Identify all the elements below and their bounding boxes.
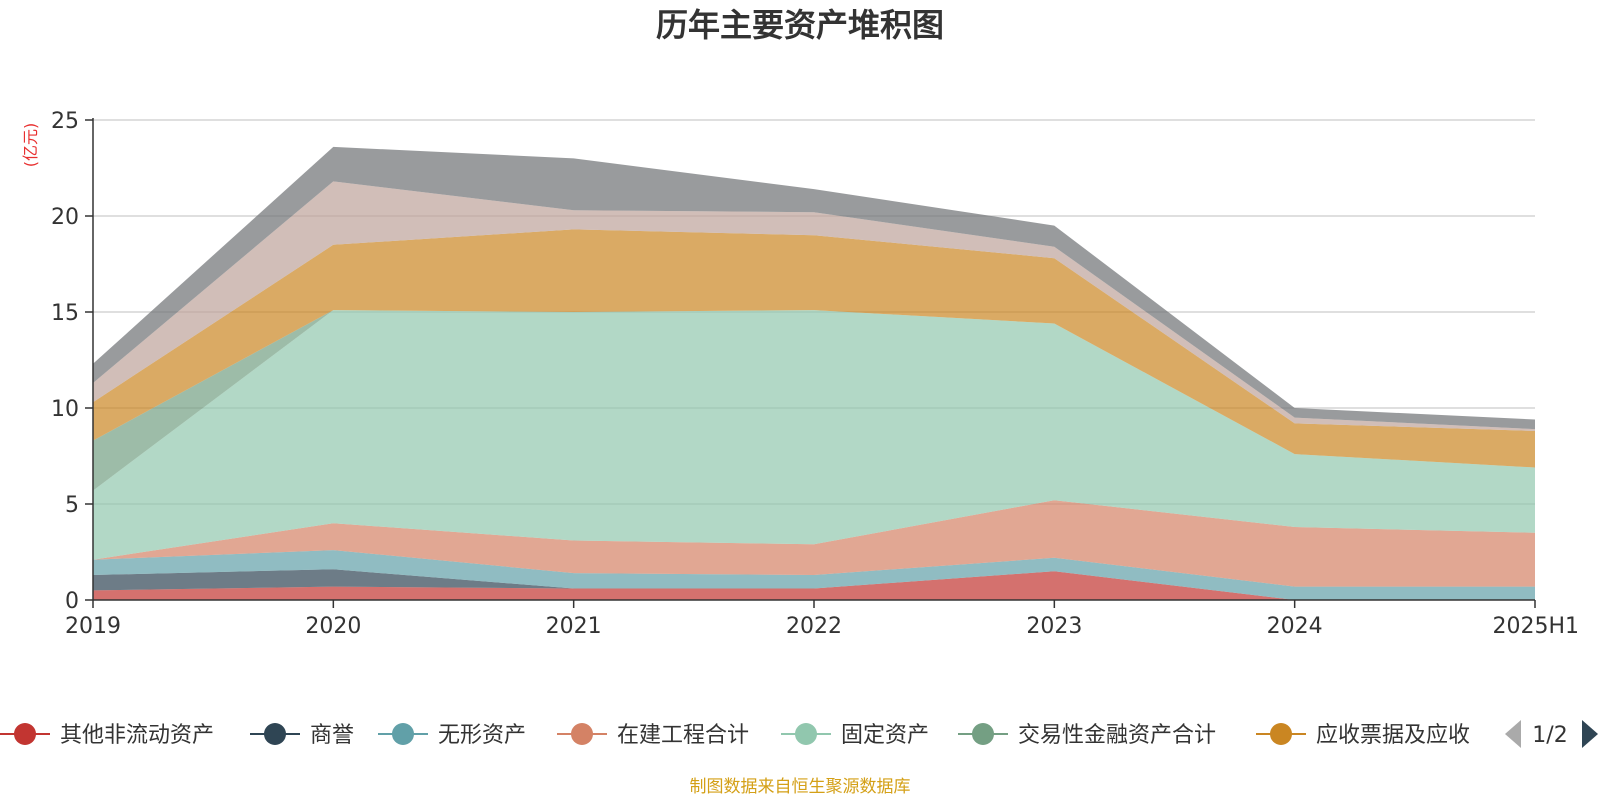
legend-label: 在建工程合计 [617, 723, 749, 748]
legend-item[interactable]: 商誉 [250, 723, 354, 748]
legend: 其他非流动资产 商誉 无形资产 在建工程合计 固定资产 交易性金融资产合计 应收票据及应收 1… [0, 720, 1598, 748]
stacked-areas [93, 146, 1535, 600]
legend-item[interactable]: 应收票据及应收 [1256, 723, 1470, 748]
legend-marker [571, 723, 593, 745]
legend-label: 应收票据及应收 [1316, 723, 1470, 748]
area-series-1 [93, 569, 1535, 600]
area-series-8 [93, 146, 1535, 430]
source-note: 制图数据来自恒生聚源数据库 [690, 777, 911, 797]
legend-page-indicator: 1/2 [1532, 723, 1567, 748]
legend-item[interactable]: 交易性金融资产合计 [958, 723, 1216, 748]
chart-title: 历年主要资产堆积图 [656, 6, 944, 44]
legend-marker [972, 723, 994, 745]
y-tick-label: 25 [51, 109, 79, 134]
legend-item[interactable]: 固定资产 [781, 723, 929, 748]
y-tick-label: 20 [51, 205, 79, 230]
legend-marker [1270, 723, 1292, 745]
legend-marker [264, 723, 286, 745]
x-tick-label: 2019 [65, 614, 121, 639]
y-tick-label: 5 [65, 493, 79, 518]
legend-next-icon[interactable] [1582, 720, 1598, 748]
x-tick-label: 2022 [786, 614, 842, 639]
legend-prev-icon[interactable] [1505, 720, 1521, 748]
area-series-7 [93, 181, 1535, 431]
legend-marker [795, 723, 817, 745]
legend-marker [14, 723, 36, 745]
area-series-6 [93, 229, 1535, 468]
legend-label: 固定资产 [841, 723, 929, 748]
legend-label: 其他非流动资产 [60, 723, 214, 748]
legend-item[interactable]: 在建工程合计 [557, 723, 749, 748]
legend-label: 交易性金融资产合计 [1018, 723, 1216, 748]
x-tick-label: 2023 [1026, 614, 1082, 639]
area-series-2 [93, 550, 1535, 600]
x-tick-label: 2024 [1267, 614, 1323, 639]
y-tick-label: 0 [65, 589, 79, 614]
legend-label: 商誉 [310, 723, 354, 748]
area-series-4 [93, 310, 1535, 560]
x-tick-label: 2025H1 [1492, 614, 1579, 639]
legend-marker [392, 723, 414, 745]
y-tick-label: 10 [51, 397, 79, 422]
x-tick-label: 2020 [305, 614, 361, 639]
legend-item[interactable]: 其他非流动资产 [0, 723, 214, 748]
legend-label: 无形资产 [438, 723, 526, 748]
legend-item[interactable]: 无形资产 [378, 723, 526, 748]
axes: 0 5 10 15 20 25 2019 2020 2021 2022 2023 2024 2025H1 [51, 109, 1579, 639]
area-series-0 [93, 571, 1535, 600]
area-series-3 [93, 500, 1535, 587]
y-unit-label: (亿元) [21, 123, 40, 168]
x-tick-label: 2021 [546, 614, 602, 639]
y-tick-label: 15 [51, 301, 79, 326]
